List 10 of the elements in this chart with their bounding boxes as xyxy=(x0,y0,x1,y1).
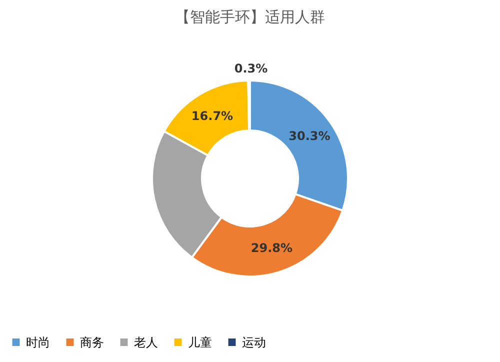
data-label: 29.8% xyxy=(250,241,293,256)
legend-label: 儿童 xyxy=(188,335,212,350)
legend-label: 运动 xyxy=(242,335,266,350)
data-label: 30.3% xyxy=(288,129,330,144)
legend-label: 商务 xyxy=(80,335,104,350)
legend-label: 时尚 xyxy=(26,335,50,350)
data-label: 0.3% xyxy=(234,62,268,76)
data-label: 16.7% xyxy=(191,109,234,124)
legend-label: 老人 xyxy=(134,335,158,350)
chart-title: 【智能手环】适用人群 xyxy=(175,8,325,26)
